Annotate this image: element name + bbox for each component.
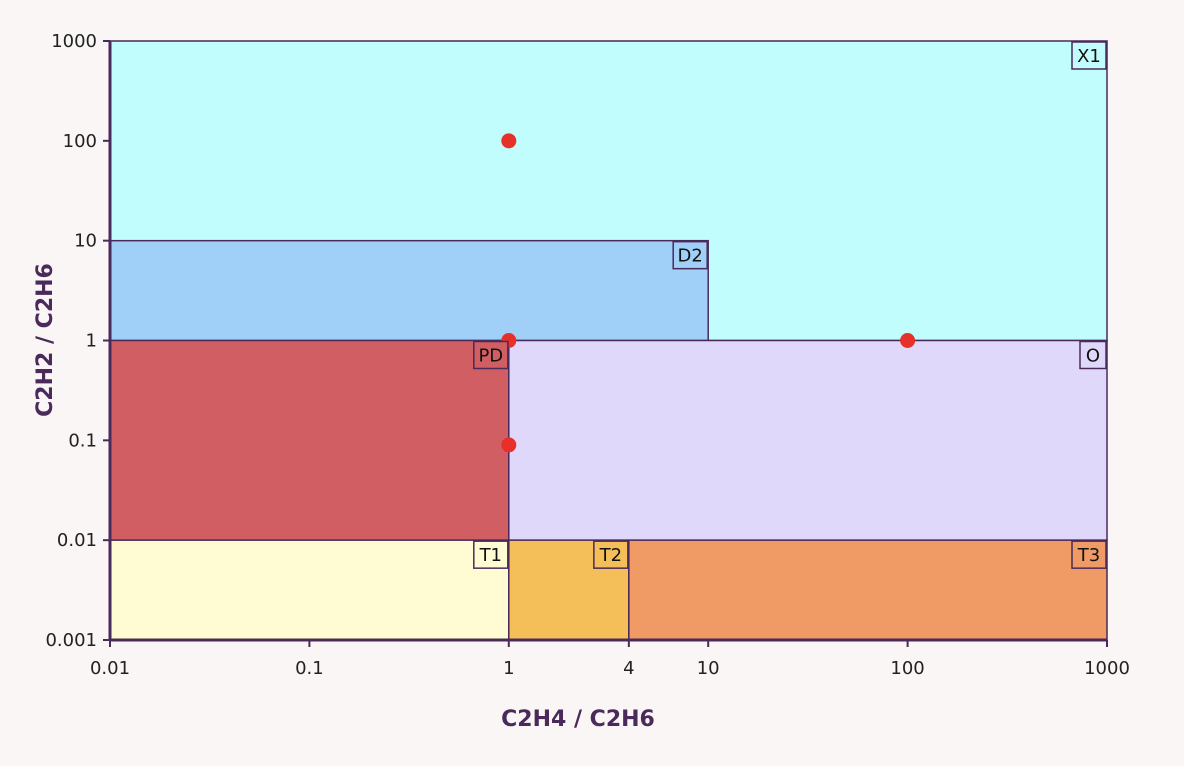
x-tick-label: 1000 [1084,658,1130,679]
zone-label-box [593,540,629,569]
zone-label-box [1071,41,1107,70]
zone-t1 [109,539,510,641]
zone-label-o: O [1079,340,1107,370]
x-tick-label: 10 [697,658,720,679]
points-layer [501,133,916,453]
zone-label-x1: X1 [1071,41,1107,70]
zone-label-t1: T1 [473,540,509,569]
zone-label-text: X1 [1077,46,1101,67]
x-tick-label: 100 [890,658,924,679]
y-tick-label: 0.1 [68,430,97,451]
zone-label-box [473,540,509,569]
data-point [501,133,517,149]
zones-layer [109,40,1108,641]
y-tick-label: 100 [63,131,97,152]
zone-label-text: D2 [678,246,703,267]
zone-label-d2: D2 [672,240,708,270]
zone-label-box [1071,540,1107,569]
data-point [900,333,916,348]
zone-label-text: T1 [479,545,502,566]
zone-label-t3: T3 [1071,540,1107,569]
zone-label-text: PD [478,346,503,367]
zone-o [508,339,1108,541]
y-tick-label: 0.001 [45,630,97,651]
zone-label-text: O [1086,346,1100,367]
zone-pd [109,339,510,541]
zone-label-box [1079,340,1107,370]
zone-label-t2: T2 [593,540,629,569]
x-tick-label: 4 [623,658,634,679]
zone-label-text: T3 [1077,545,1100,566]
y-axis-title: C2H2 / C2H6 [33,263,58,417]
x-axis-title: C2H4 / C2H6 [501,707,655,732]
zone-label-box [473,340,509,370]
y-tick-label: 0.01 [57,530,97,551]
zone-labels-layer: X1 D2 PD O T1 T2 T3 [473,41,1107,569]
x-tick-label: 0.01 [90,658,130,679]
axes-layer: 0.01 0.1 1 4 10 100 1000 0.001 0.01 0.1 1 10 100 1000 [45,31,1129,679]
zone-t3 [628,539,1108,641]
x-tick-label: 0.1 [295,658,324,679]
y-tick-label: 10 [74,231,97,252]
zone-d2 [109,239,709,342]
zone-label-pd: PD [473,340,509,370]
zone-label-box [672,240,708,270]
y-tick-label: 1 [86,331,97,352]
zone-label-text: T2 [599,545,622,566]
x-tick-label: 1 [503,658,514,679]
data-point [501,437,517,453]
y-tick-label: 1000 [51,31,97,52]
